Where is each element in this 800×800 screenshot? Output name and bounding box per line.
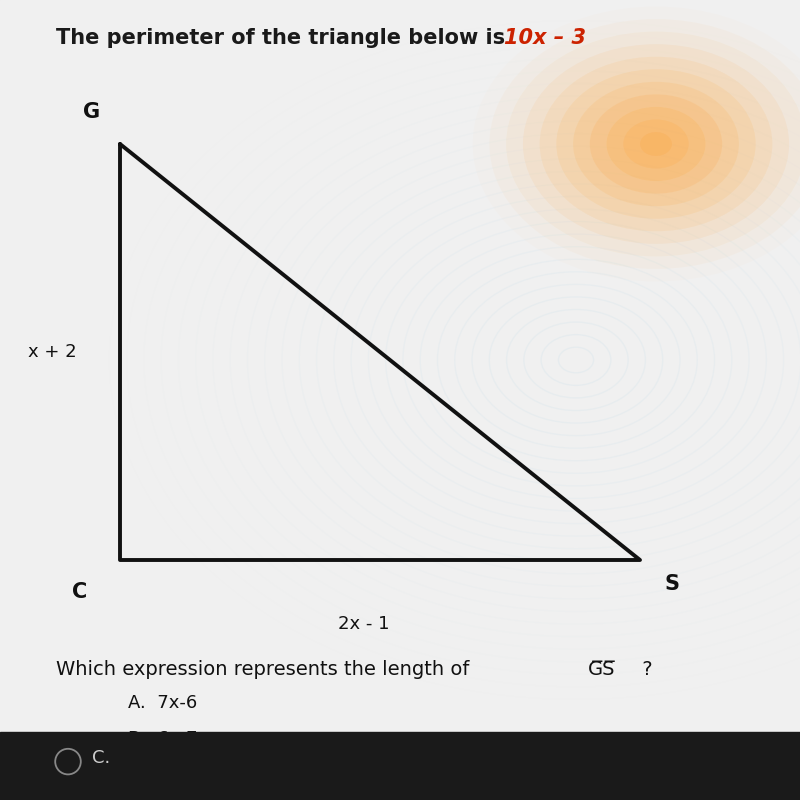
Text: C.  4x-7: C. 4x-7 [128,765,198,782]
Text: C: C [72,582,88,602]
Ellipse shape [606,107,706,181]
Ellipse shape [556,70,756,218]
Ellipse shape [623,119,689,169]
Text: The perimeter of the triangle below is: The perimeter of the triangle below is [56,28,512,48]
Ellipse shape [590,94,722,194]
Text: G: G [83,102,101,122]
Bar [0,732,800,800]
Ellipse shape [506,32,800,256]
Text: B.  6x-7: B. 6x-7 [128,730,198,747]
Text: ?: ? [636,660,653,679]
Text: A.  7x-6: A. 7x-6 [128,694,198,712]
FancyBboxPatch shape [0,0,800,736]
Ellipse shape [573,82,739,206]
Text: Which expression represents the length of: Which expression represents the length o… [56,660,476,679]
Text: x + 2: x + 2 [28,343,76,361]
Ellipse shape [523,44,789,244]
Text: C.: C. [92,750,110,767]
Text: 10x – 3: 10x – 3 [504,28,586,48]
Text: G̅S̅: G̅S̅ [588,660,615,679]
Ellipse shape [640,132,672,156]
Text: 2x - 1: 2x - 1 [338,615,390,633]
Ellipse shape [540,57,772,231]
Text: S: S [665,574,679,594]
